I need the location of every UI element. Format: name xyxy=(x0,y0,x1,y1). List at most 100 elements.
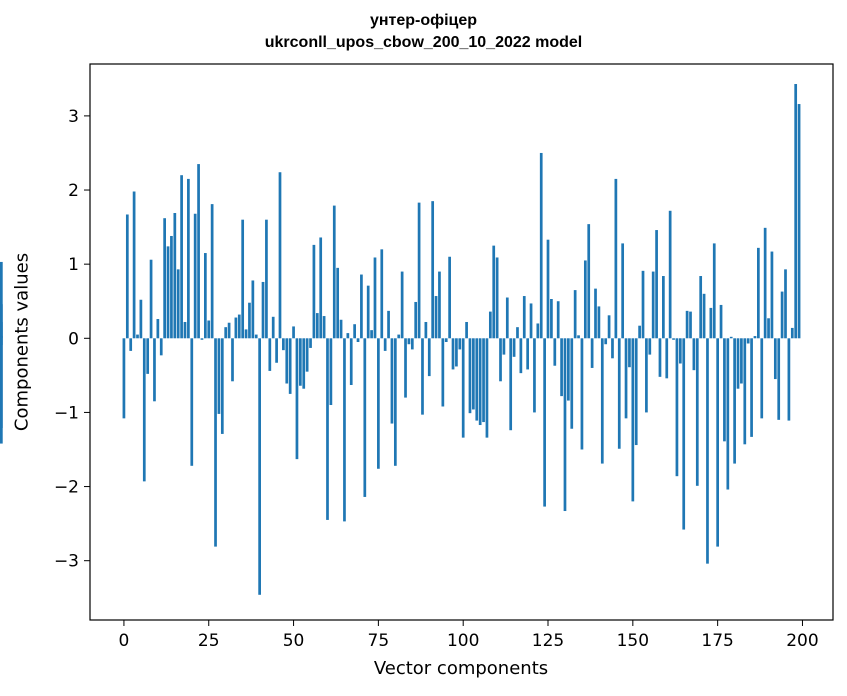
bar xyxy=(231,338,234,382)
bar xyxy=(349,338,353,385)
bar xyxy=(0,261,3,339)
bar xyxy=(658,338,662,377)
bar xyxy=(733,338,736,464)
bar xyxy=(302,338,306,389)
bar xyxy=(271,316,275,339)
bar xyxy=(458,338,462,350)
x-axis-ticks: 0 25 50 75 100 125 150 175 200 xyxy=(119,620,819,651)
bar xyxy=(190,338,194,466)
bar xyxy=(187,178,190,339)
bar xyxy=(780,291,784,339)
bar xyxy=(159,338,163,356)
bar xyxy=(580,338,584,450)
bar xyxy=(790,327,794,339)
bar xyxy=(163,218,166,339)
y-axis-label: Components values xyxy=(11,252,33,432)
bar xyxy=(319,237,323,339)
bar xyxy=(298,338,302,386)
bar xyxy=(444,338,448,342)
bar xyxy=(441,338,445,407)
bar xyxy=(0,338,3,428)
bar xyxy=(641,270,645,339)
bar xyxy=(203,253,207,339)
bar xyxy=(784,269,787,339)
bar xyxy=(387,310,390,339)
bar xyxy=(146,338,150,374)
bar xyxy=(275,338,278,363)
bar xyxy=(149,259,153,339)
bar xyxy=(366,285,370,339)
bar xyxy=(495,257,499,339)
bar xyxy=(122,338,126,419)
bar xyxy=(587,224,591,339)
bar xyxy=(682,338,686,530)
bar xyxy=(248,302,251,339)
bar xyxy=(648,338,652,355)
bar xyxy=(153,338,156,402)
bar xyxy=(624,338,628,419)
bar xyxy=(631,338,635,502)
x-tick-label: 0 xyxy=(119,631,130,651)
bar xyxy=(455,338,458,367)
bar xyxy=(329,338,333,406)
bar xyxy=(461,338,465,438)
bar xyxy=(611,338,614,359)
bar xyxy=(573,290,577,339)
y-tick-label: 2 xyxy=(68,181,79,201)
bar xyxy=(312,244,316,339)
bar xyxy=(746,338,750,344)
bar xyxy=(210,204,214,339)
bar xyxy=(563,338,567,512)
bar xyxy=(536,323,540,339)
bar xyxy=(526,338,530,370)
bar xyxy=(268,338,272,371)
bar xyxy=(665,338,669,379)
bar xyxy=(597,306,601,339)
bar xyxy=(692,338,696,371)
bar xyxy=(193,213,197,339)
bar xyxy=(173,213,177,339)
bar xyxy=(397,334,401,339)
bar xyxy=(553,338,557,366)
bar xyxy=(254,334,258,339)
bar xyxy=(407,338,411,345)
bar xyxy=(292,326,295,339)
bar xyxy=(583,260,587,339)
bar xyxy=(638,325,641,339)
bar xyxy=(706,338,709,564)
bar xyxy=(475,338,479,421)
bar-series xyxy=(0,84,801,595)
bar xyxy=(224,327,228,339)
bar xyxy=(543,338,546,507)
bar xyxy=(567,338,570,401)
bar xyxy=(176,269,180,339)
bar xyxy=(685,310,689,339)
bar xyxy=(132,191,136,339)
bar xyxy=(424,321,428,339)
bar xyxy=(655,230,658,339)
bar xyxy=(339,319,343,339)
bar xyxy=(763,227,767,339)
y-tick-label: −2 xyxy=(54,478,79,498)
bar xyxy=(533,338,536,413)
bar xyxy=(315,313,319,339)
bar xyxy=(736,338,740,389)
bar xyxy=(621,243,625,339)
bar xyxy=(757,247,760,339)
bar xyxy=(258,338,261,595)
bar xyxy=(207,320,211,339)
x-tick-label: 150 xyxy=(617,631,649,651)
bar xyxy=(777,338,781,420)
bar xyxy=(234,317,238,339)
bar xyxy=(753,336,757,339)
bar xyxy=(142,338,146,482)
bar xyxy=(305,338,309,372)
bar xyxy=(617,338,621,449)
bar xyxy=(770,251,774,339)
bar xyxy=(716,338,720,547)
bar xyxy=(468,338,472,414)
bar xyxy=(261,281,265,339)
x-axis-label: Vector components xyxy=(373,658,549,679)
bar xyxy=(604,338,608,345)
